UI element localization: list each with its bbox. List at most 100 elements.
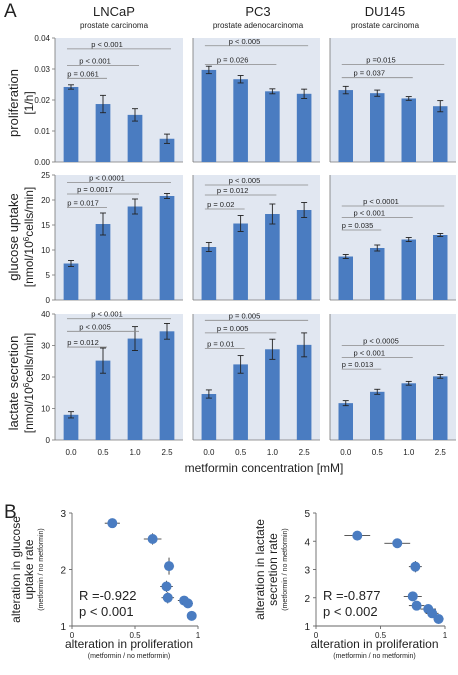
y-axis-label-line2: uptake rate — [22, 539, 36, 599]
data-point — [186, 610, 197, 621]
row-label-line1: glucose uptake — [6, 193, 21, 280]
panel-label-b: B — [4, 502, 17, 523]
row-label-line2: [1/h] — [22, 91, 36, 114]
row-label-unit-b: cells/min] — [22, 187, 36, 237]
y-axis-label-line2: secretion rate — [266, 533, 280, 606]
x-tick-label: 0.0 — [65, 448, 77, 457]
bar — [265, 349, 280, 440]
y-tick-label: 2 — [304, 594, 310, 605]
bar-chart-lncap-0: 0.00 0.01 0.02 0.03 0.04 p < 0.001 p < 0.001 p … — [34, 34, 183, 167]
y-tick-label: 0 — [46, 436, 51, 445]
bar — [296, 210, 312, 300]
bar — [63, 86, 79, 162]
x-tick-label: 0.0 — [340, 448, 352, 457]
bar — [265, 214, 280, 300]
x-axis-label: metformin concentration [mM] — [185, 461, 344, 475]
bar — [433, 106, 448, 162]
bar — [296, 93, 312, 162]
x-axis-sublabel: (metformin / no metformin) — [88, 653, 170, 660]
bar — [63, 263, 79, 300]
x-tick-label: 1 — [443, 631, 448, 640]
pvalue-label: p < 0.001 — [354, 209, 386, 218]
panel-label-a: A — [4, 1, 17, 22]
x-tick-label: 2.5 — [161, 448, 173, 457]
bar — [433, 235, 448, 300]
correlation-p: p < 0.001 — [79, 604, 134, 619]
column-subtitle-pc3: prostate adenocarcinoma — [213, 21, 304, 30]
bar — [338, 256, 353, 300]
pvalue-label: p = 0.035 — [342, 221, 374, 230]
bar — [370, 93, 385, 162]
y-tick-label: 15 — [41, 221, 50, 230]
bar — [233, 364, 248, 440]
row-label-unit-sup: 6 — [22, 382, 31, 387]
y-axis-label-line1: alteration in glucose — [9, 516, 23, 623]
pvalue-label: p < 0.001 — [79, 57, 111, 66]
data-point — [427, 608, 438, 619]
y-axis-label: alteration in glucose uptake rate (metform… — [9, 516, 45, 623]
pvalue-label: p = 0.005 — [229, 311, 261, 320]
pvalue-label: p < 0.005 — [229, 37, 261, 46]
x-tick-label: 0.0 — [203, 448, 215, 457]
bar-chart-du145-2: 0.0 0.5 1.0 2.5 p < 0.0005 p < 0.001 p = 0.013 — [329, 314, 456, 457]
pvalue-label: p = 0.012 — [217, 186, 249, 195]
y-tick-label: 5 — [46, 271, 51, 280]
data-point — [433, 613, 444, 624]
pvalue-label: p < 0.001 — [91, 310, 123, 319]
row-label-unit-sup: 6 — [22, 236, 31, 241]
pvalue-label: p < 0.005 — [79, 322, 111, 331]
bar — [265, 91, 280, 162]
y-tick-label: 10 — [41, 246, 50, 255]
y-tick-label: 5 — [304, 509, 310, 520]
bar-chart-pc3-2: 0.0 0.5 1.0 2.5 p = 0.005 p = 0.005 p = 0.01 — [192, 311, 320, 457]
pvalue-label: p = 0.005 — [217, 324, 249, 333]
data-point — [164, 561, 175, 572]
pvalue-label: p < 0.0001 — [89, 174, 125, 183]
y-tick-label: 10 — [41, 405, 50, 414]
column-subtitle-du145: prostate carcinoma — [351, 21, 420, 30]
bar — [296, 344, 312, 440]
x-tick-label: 0.5 — [129, 631, 141, 640]
pvalue-label: p = 0.01 — [207, 340, 234, 349]
column-title-du145: DU145 — [365, 4, 405, 19]
y-tick-label: 1 — [304, 622, 310, 633]
pvalue-label: p = 0.037 — [354, 69, 386, 78]
y-tick-label: 0.02 — [34, 96, 50, 105]
y-tick-label: 1 — [60, 622, 66, 633]
correlation-r: R =-0.877 — [323, 588, 380, 603]
bar — [201, 69, 217, 162]
x-tick-label: 1.0 — [267, 448, 279, 457]
correlation-r: R =-0.922 — [79, 588, 136, 603]
pvalue-label: p = 0.017 — [67, 199, 99, 208]
row-label-unit-a: [nmol/10 — [22, 387, 36, 433]
bar — [95, 360, 111, 440]
pvalue-label: p = 0.02 — [207, 200, 234, 209]
bar — [370, 248, 385, 300]
data-point — [407, 591, 418, 602]
y-tick-label: 0.03 — [34, 65, 50, 74]
bar — [233, 223, 248, 300]
bar — [95, 224, 111, 300]
pvalue-label: p < 0.0001 — [363, 197, 399, 206]
bar — [338, 403, 353, 440]
x-tick-label: 0.5 — [235, 448, 247, 457]
data-point — [147, 533, 158, 544]
pvalue-label: p =0.015 — [366, 55, 395, 64]
bar — [95, 104, 111, 162]
data-point — [352, 530, 363, 541]
bar — [401, 383, 416, 440]
pvalue-label: p < 0.005 — [229, 176, 261, 185]
data-point — [162, 592, 173, 603]
x-axis-label: alteration in proliferation — [310, 637, 438, 651]
column-title-pc3: PC3 — [245, 4, 270, 19]
bar — [233, 79, 248, 162]
x-tick-label: 1.0 — [129, 448, 141, 457]
y-axis-sublabel: (metformin / no metformin) — [282, 528, 289, 610]
y-tick-label: 20 — [41, 373, 50, 382]
data-point — [182, 598, 193, 609]
column-title-lncap: LNCaP — [93, 4, 135, 19]
